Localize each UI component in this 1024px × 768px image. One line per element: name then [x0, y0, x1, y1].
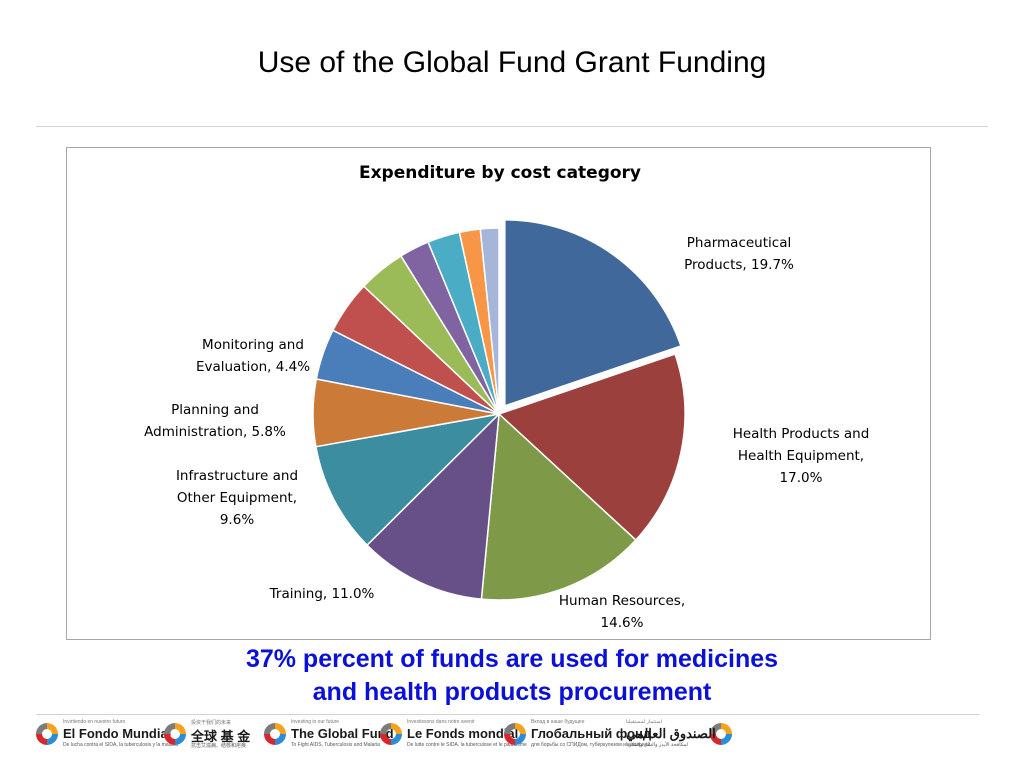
- logo-name: الصندوق العالمي: [626, 726, 716, 741]
- slice-label-6: Planning and Administration, 5.8%: [144, 402, 286, 440]
- top-divider: [36, 126, 988, 127]
- slice-label-3: Human Resources, 14.6%: [559, 593, 685, 631]
- caption-line-1: 37% percent of funds are used for medici…: [245, 645, 779, 673]
- logo-tagline: 投资于我们的未来: [191, 720, 232, 726]
- slice-label-line: 17.0%: [780, 470, 823, 486]
- logo-subtitle: To Fight AIDS, Tuberculosis and Malaria: [291, 742, 380, 748]
- logo-spanish: Invirtiendo en nuestro futuro El Fondo M…: [34, 718, 178, 752]
- global-fund-swirl-icon: [504, 723, 526, 745]
- slice-label-line: Human Resources,: [559, 593, 685, 609]
- logo-arabic: استثمار لمستقبلنا الصندوق العالمي لمكافح…: [624, 718, 734, 752]
- logo-tagline: Investing in our future: [291, 719, 340, 725]
- pie-slice-4: [366, 412, 500, 600]
- global-fund-swirl-icon: [264, 723, 286, 745]
- slice-label-7: Monitoring and Evaluation, 4.4%: [196, 337, 310, 375]
- slice-label-2: Health Products and Health Equipment, 17.0…: [733, 426, 870, 486]
- slice-label-line: Administration, 5.8%: [144, 424, 286, 440]
- slice-label-line: 14.6%: [601, 615, 644, 631]
- slice-label-line: Other Equipment,: [177, 490, 297, 506]
- pie-chart: Expenditure by cost category Pharmaceutic…: [144, 163, 870, 631]
- pie-slice-5: [315, 412, 502, 547]
- global-fund-swirl-icon: [164, 723, 186, 745]
- logo-russian: Вклад в наше будущее Глобальный фонд для…: [502, 718, 651, 752]
- pie-slice-3: [480, 412, 637, 601]
- slice-label-line: Products, 19.7%: [684, 257, 794, 273]
- logo-tagline: Invirtiendo en nuestro futuro: [63, 719, 126, 725]
- slice-label-line: 9.6%: [220, 512, 254, 528]
- logo-subtitle: для борьбы со СПИДом, туберкулезом и мал…: [531, 742, 651, 748]
- slice-label-line: Evaluation, 4.4%: [196, 359, 310, 375]
- logo-tagline: Вклад в наше будущее: [531, 719, 585, 725]
- pie-slice-1: [504, 219, 682, 407]
- logo-tagline: Investissons dans notre avenir: [407, 719, 475, 725]
- footer-logo-strip: Invirtiendo en nuestro futuro El Fondo M…: [34, 718, 734, 752]
- chart-title: Expenditure by cost category: [359, 163, 641, 183]
- bottom-divider: [36, 714, 980, 715]
- slice-label-line: Infrastructure and: [176, 468, 298, 484]
- slice-label-1: Pharmaceutical Products, 19.7%: [684, 235, 794, 273]
- slice-label-line: Monitoring and: [202, 337, 304, 353]
- caption-line-2: and health products procurement: [312, 678, 712, 706]
- slice-label-line: Pharmaceutical: [687, 235, 791, 251]
- logo-name: Le Fonds mondial: [407, 726, 519, 741]
- caption: 37% percent of funds are used for medici…: [0, 643, 1024, 709]
- slice-label-line: Planning and: [171, 402, 259, 418]
- logo-subtitle: لمكافحة الأيدز والسل والملاريا: [626, 742, 688, 748]
- slice-label-line: Health Products and: [733, 426, 870, 442]
- global-fund-swirl-icon: [36, 723, 58, 745]
- logo-tagline: استثمار لمستقبلنا: [626, 719, 662, 725]
- logo-subtitle: 抗击艾滋病、结核和疟疾: [191, 743, 247, 749]
- pie-slice-2: [497, 353, 686, 542]
- global-fund-swirl-icon: [380, 723, 402, 745]
- logo-name: The Global Fund: [291, 726, 394, 741]
- logo-subtitle: De lutte contre le SIDA, la tuberculose …: [407, 742, 527, 748]
- logo-name: 全球 基 金: [191, 729, 251, 744]
- logo-name: El Fondo Mundial: [63, 726, 172, 741]
- logo-name: Глобальный фонд: [531, 726, 652, 741]
- global-fund-swirl-icon: [710, 723, 732, 745]
- slice-label-4: Training, 11.0%: [269, 586, 375, 602]
- logo-english: Investing in our future The Global Fund …: [262, 718, 394, 752]
- chart-frame: Expenditure by cost category Pharmaceutic…: [66, 147, 931, 640]
- logo-french: Investissons dans notre avenir Le Fonds …: [378, 718, 527, 752]
- slide-title: Use of the Global Fund Grant Funding: [257, 46, 767, 79]
- slice-label-line: Health Equipment,: [738, 448, 864, 464]
- slice-label-5: Infrastructure and Other Equipment, 9.6%: [176, 468, 298, 528]
- pie-slice-13: [479, 227, 500, 415]
- slice-label-line: Training, 11.0%: [269, 586, 375, 602]
- logo-chinese: 投资于我们的未来 全球 基 金 抗击艾滋病、结核和疟疾: [162, 718, 262, 752]
- logo-subtitle: De lucha contra el SIDA, la tuberculosis…: [63, 742, 179, 748]
